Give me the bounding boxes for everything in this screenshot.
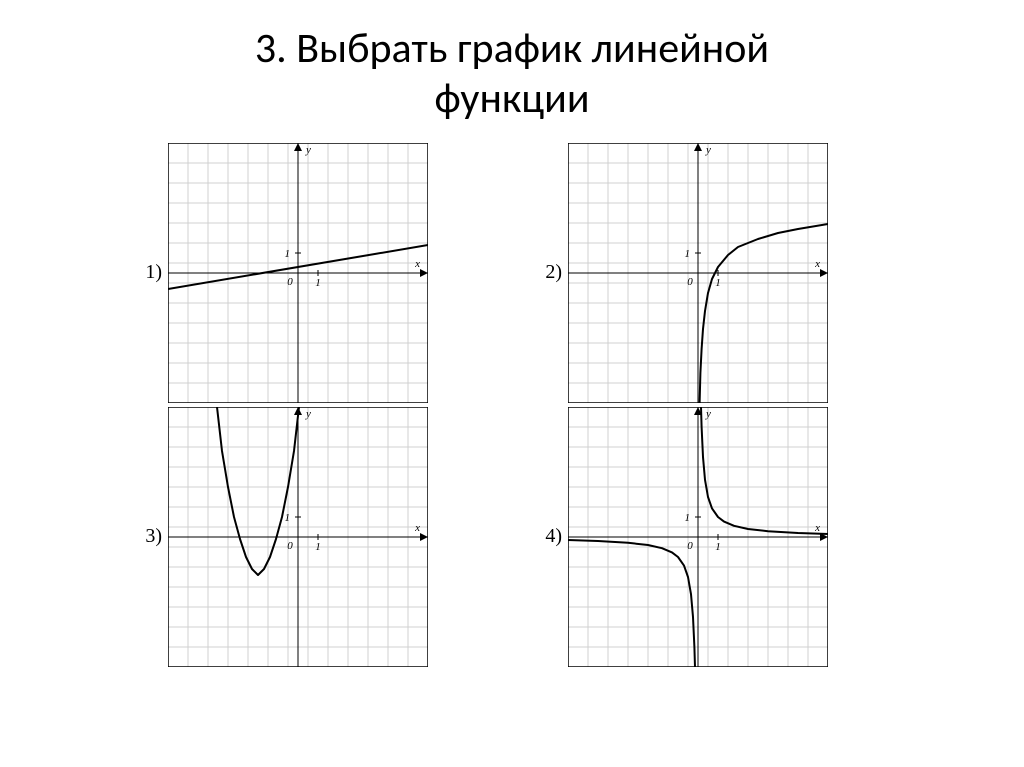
svg-text:y: y (305, 144, 311, 156)
svg-text:y: y (705, 144, 711, 156)
svg-text:1: 1 (685, 248, 691, 260)
charts-grid: 1) 0 1 1 x y 2) 0 1 1 x y 3) 0 1 1 x y 4) 0 1 1 x y (132, 143, 892, 667)
chart-3-parabola: 0 1 1 x y (168, 407, 428, 667)
svg-text:1: 1 (285, 512, 291, 524)
title-line-2: функции (434, 73, 589, 124)
svg-text:1: 1 (685, 512, 691, 524)
svg-text:1: 1 (715, 277, 721, 289)
chart-1-linear: 0 1 1 x y (168, 143, 428, 403)
svg-text:x: x (814, 258, 820, 270)
svg-text:1: 1 (715, 541, 721, 553)
page-title: 3. Выбрать график линейной функции (40, 24, 984, 125)
panel-2: 2) 0 1 1 x y (532, 143, 892, 403)
svg-text:x: x (414, 522, 420, 534)
svg-text:0: 0 (287, 540, 293, 552)
slide: 3. Выбрать график линейной функции 1) 01… (0, 0, 1024, 767)
svg-text:1: 1 (285, 248, 291, 260)
panel-1-label: 1) (132, 261, 168, 284)
svg-text:y: y (705, 408, 711, 420)
panel-4: 4) 0 1 1 x y (532, 407, 892, 667)
svg-text:y: y (305, 408, 311, 420)
panel-4-label: 4) (532, 525, 568, 548)
svg-text:0: 0 (687, 276, 693, 288)
svg-text:x: x (814, 522, 820, 534)
panel-3: 3) 0 1 1 x y (132, 407, 492, 667)
svg-text:0: 0 (287, 276, 293, 288)
svg-text:1: 1 (315, 541, 321, 553)
svg-text:x: x (414, 258, 420, 270)
chart-2-log: 0 1 1 x y (568, 143, 828, 403)
title-line-1: 3. Выбрать график линейной (255, 23, 769, 74)
chart-4-hyperbola: 0 1 1 x y (568, 407, 828, 667)
svg-text:1: 1 (315, 277, 321, 289)
svg-text:0: 0 (687, 540, 693, 552)
panel-3-label: 3) (132, 525, 168, 548)
panel-2-label: 2) (532, 261, 568, 284)
panel-1: 1) 0 1 1 x y (132, 143, 492, 403)
